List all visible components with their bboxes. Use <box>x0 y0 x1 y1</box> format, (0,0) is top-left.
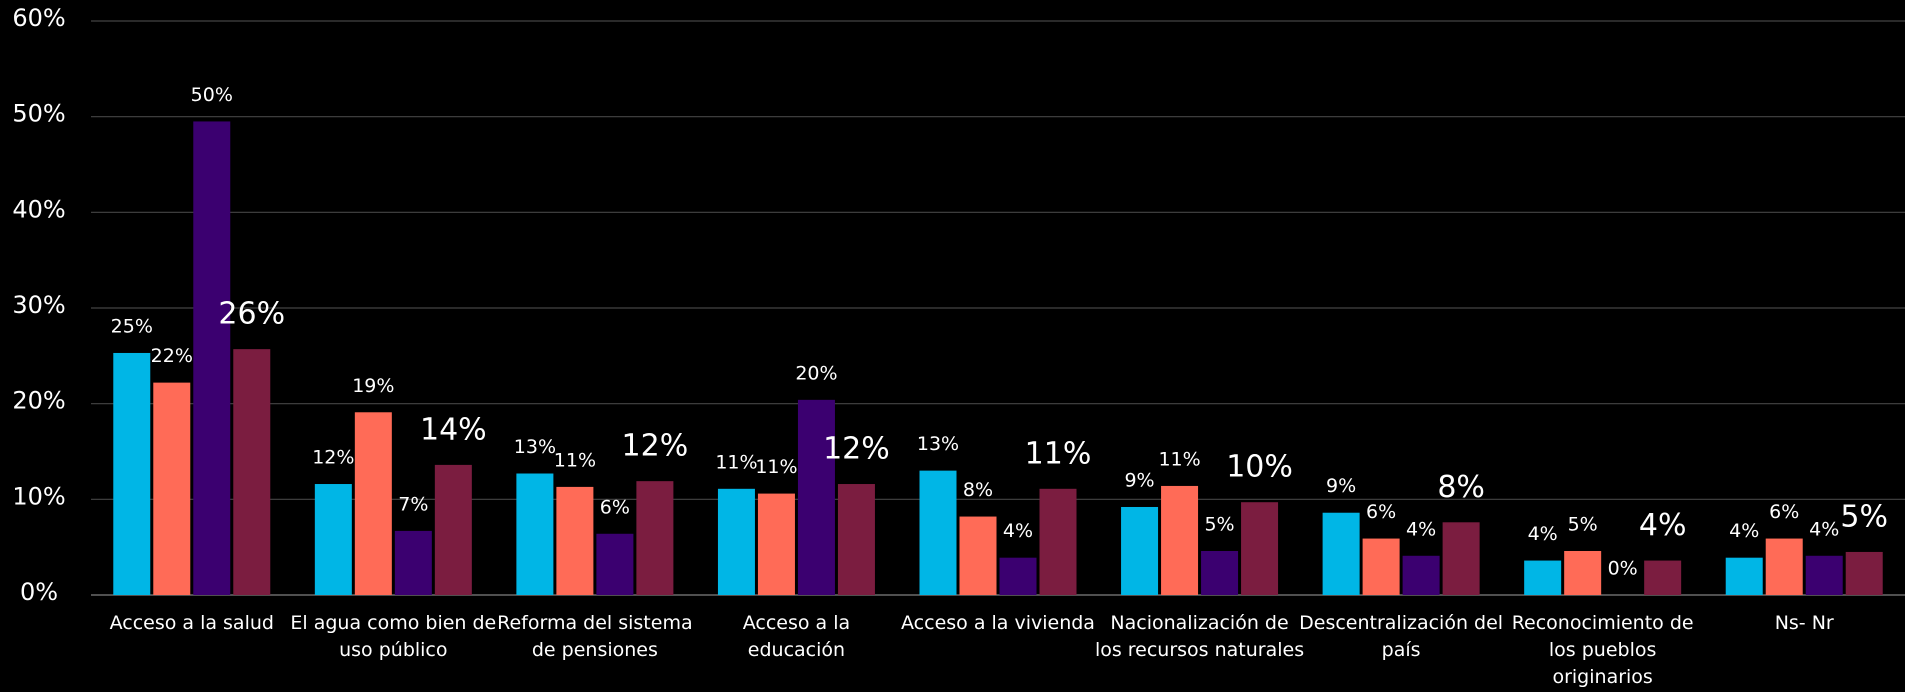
data-label: 4% <box>1639 508 1687 543</box>
x-tick-label: El agua como bien de uso público <box>290 612 497 661</box>
bar <box>1524 560 1562 595</box>
data-label: 4% <box>1406 518 1436 540</box>
bar <box>1805 555 1843 595</box>
data-label: 14% <box>420 412 487 447</box>
bar <box>717 488 755 595</box>
bar <box>394 530 432 595</box>
data-label: 7% <box>398 493 428 515</box>
data-label: 11% <box>1025 436 1092 471</box>
data-label: 19% <box>352 375 394 397</box>
y-tick-label: 50% <box>12 100 65 128</box>
y-tick-label: 0% <box>20 578 58 606</box>
data-label: 11% <box>715 451 757 473</box>
x-tick-label: Acceso a la vivienda <box>901 612 1095 634</box>
bar <box>233 349 271 595</box>
bar <box>999 557 1037 595</box>
data-label: 5% <box>1204 513 1234 535</box>
data-label: 5% <box>1568 513 1598 535</box>
data-label: 12% <box>622 429 689 464</box>
bar <box>556 486 594 595</box>
bar <box>1442 522 1480 595</box>
data-label: 13% <box>917 433 959 455</box>
data-label: 50% <box>191 84 233 106</box>
bar <box>797 399 835 595</box>
data-label: 9% <box>1326 475 1356 497</box>
bar <box>919 470 957 595</box>
data-label: 4% <box>1729 520 1759 542</box>
bar <box>516 473 554 595</box>
bar <box>1644 560 1682 595</box>
bar <box>113 352 151 595</box>
x-tick-label: Reforma del sistema de pensiones <box>497 612 693 661</box>
data-label: 13% <box>514 436 556 458</box>
bar <box>1121 506 1159 595</box>
y-tick-label: 20% <box>12 387 65 415</box>
bar <box>1402 555 1440 595</box>
data-label: 4% <box>1528 523 1558 545</box>
bar <box>757 493 795 595</box>
y-tick-label: 10% <box>12 482 65 510</box>
data-label: 5% <box>1840 499 1888 534</box>
bar <box>636 481 674 595</box>
bar <box>193 121 231 595</box>
data-label: 6% <box>600 496 630 518</box>
bar <box>434 464 472 595</box>
bar <box>1765 538 1803 595</box>
data-label: 8% <box>1437 470 1485 505</box>
bar <box>959 516 997 595</box>
data-label: 12% <box>312 447 354 469</box>
y-tick-label: 40% <box>12 195 65 223</box>
bar <box>1322 512 1360 595</box>
data-label: 11% <box>554 449 596 471</box>
data-label: 6% <box>1366 501 1396 523</box>
bar <box>1039 488 1077 595</box>
data-label: 4% <box>1809 518 1839 540</box>
data-label: 26% <box>218 297 285 332</box>
bar <box>1564 550 1602 595</box>
data-label: 11% <box>755 456 797 478</box>
x-tick-label: Acceso a la salud <box>109 612 274 634</box>
data-label: 4% <box>1003 520 1033 542</box>
bar <box>1241 502 1279 595</box>
data-label: 11% <box>1158 448 1200 470</box>
x-tick-label: Acceso a la educación <box>742 612 851 661</box>
data-label: 0% <box>1608 558 1638 580</box>
bar <box>1201 550 1239 595</box>
data-label: 20% <box>795 362 837 384</box>
bar <box>1845 551 1883 595</box>
data-label: 25% <box>111 315 153 337</box>
x-tick-label: Descentralización del país <box>1299 612 1504 661</box>
x-tick-label: Reconocimiento de los pueblos originario… <box>1511 612 1694 688</box>
bar <box>153 382 191 595</box>
bar <box>596 533 634 595</box>
data-label: 22% <box>151 345 193 367</box>
bar <box>1362 538 1400 595</box>
x-tick-label: Ns- Nr <box>1774 612 1834 634</box>
bar <box>354 412 392 595</box>
bar <box>837 484 875 595</box>
y-tick-label: 30% <box>12 291 65 319</box>
data-label: 10% <box>1226 450 1293 485</box>
bar <box>1725 557 1763 595</box>
data-label: 9% <box>1124 469 1154 491</box>
data-label: 12% <box>823 432 890 467</box>
bar <box>314 484 352 595</box>
bar <box>1161 485 1199 595</box>
data-label: 6% <box>1769 501 1799 523</box>
x-tick-label: Nacionalización de los recursos naturale… <box>1094 612 1305 661</box>
y-tick-label: 60% <box>12 4 65 32</box>
data-label: 8% <box>963 479 993 501</box>
